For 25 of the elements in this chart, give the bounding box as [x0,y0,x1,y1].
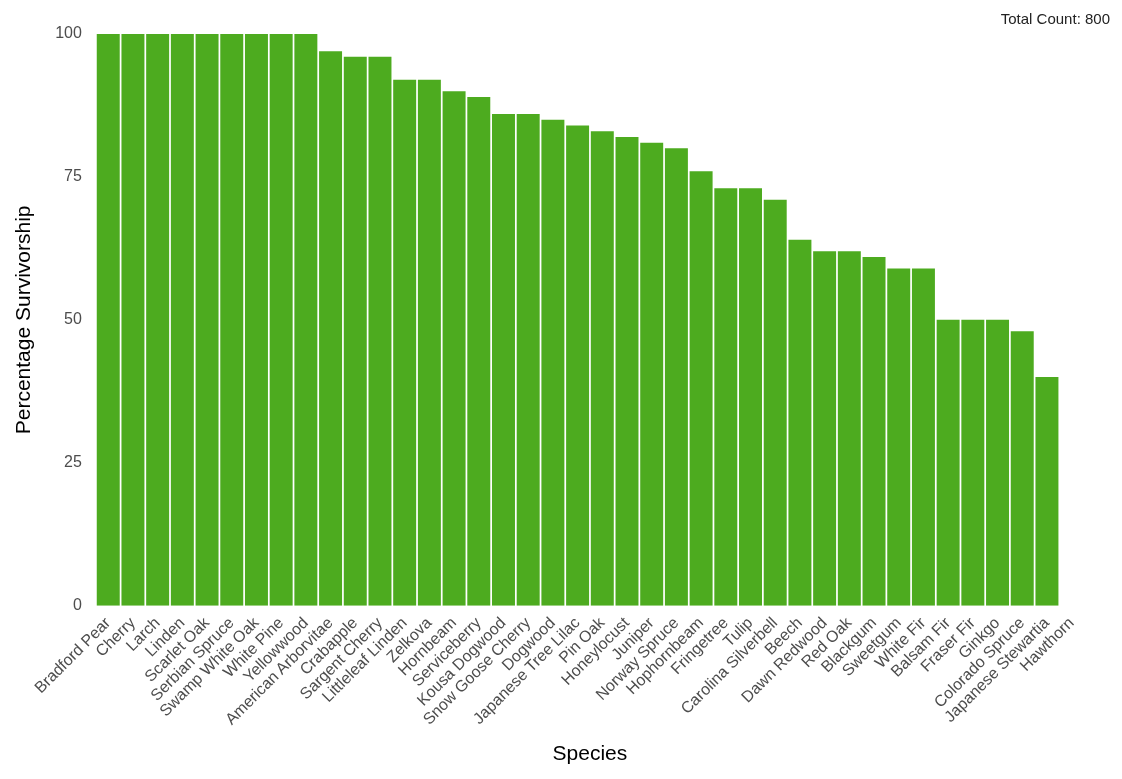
bar [615,136,639,606]
text: Total Count: 800 [1000,9,1110,27]
bar [813,251,837,606]
bar [170,34,194,606]
bar [739,188,762,606]
y-tick-label: 25 [64,453,82,471]
bar [837,251,861,606]
y-tick-label: 100 [55,24,82,42]
y-axis-title: Percentage Survivorship [11,205,35,435]
bar [146,34,170,606]
bar [319,51,343,606]
bar [492,114,515,606]
bar [393,79,417,606]
bar [590,131,614,606]
bar [640,142,664,606]
y-tick-label: 0 [72,596,82,614]
bar [244,34,268,606]
y-tick-label: 50 [64,310,82,328]
bar [417,79,441,606]
y-tick-label: 75 [64,167,82,185]
x-axis-title: Species [552,741,628,765]
bar [986,319,1010,606]
bar [566,125,590,606]
bar [664,148,688,606]
bar [911,268,935,606]
